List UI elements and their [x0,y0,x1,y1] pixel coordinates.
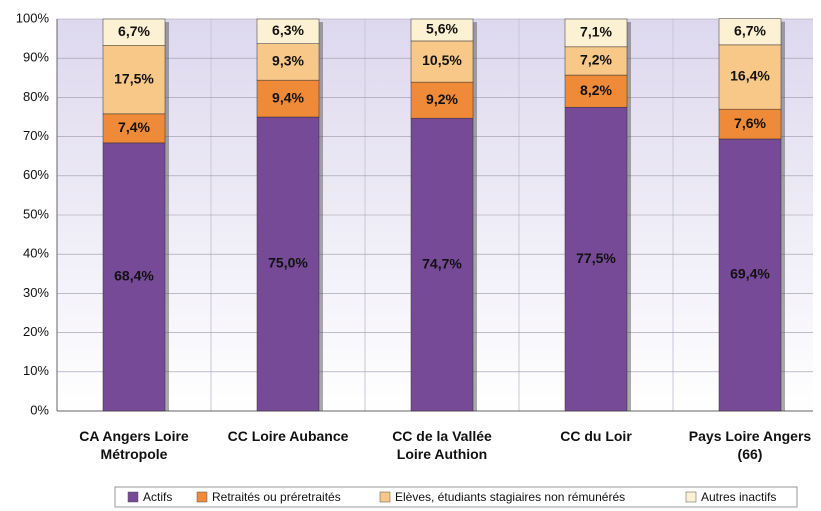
x-tick-label: CC Loire Aubance [228,428,349,444]
data-label: 6,7% [734,22,766,38]
bar-segment [102,142,166,412]
x-tick-label-line: CC de la Vallée [392,428,492,444]
legend-swatch [127,491,139,503]
bar-segment [256,79,320,118]
y-tick-label: 0% [30,402,49,417]
y-tick-label: 30% [23,285,49,300]
y-tick-label: 70% [23,128,49,143]
bar-segment [410,117,474,412]
legend-label: Autres inactifs [701,490,776,504]
data-label: 8,2% [580,82,612,98]
y-tick-label: 40% [23,246,49,261]
bar-segment [102,45,166,115]
bar-segment [718,44,782,110]
data-label: 9,2% [426,91,458,107]
bar-segment [410,40,474,83]
bar-segment [564,74,628,108]
data-label: 75,0% [268,255,308,271]
x-tick-label-line: CC du Loir [560,428,632,444]
bar-segment [256,18,320,44]
bar-segment [102,113,166,144]
data-label: 7,2% [580,52,612,68]
data-label: 7,6% [734,115,766,131]
legend-label: Elèves, étudiants stagiaires non rémunér… [395,490,625,504]
x-tick-label: CA Angers Loire Métropole [79,428,189,462]
bar-segment [564,18,628,48]
bar-segment [718,108,782,140]
x-tick-label: Pays Loire Angers (66) [689,428,812,462]
x-tick-label-line: (66) [738,446,763,462]
x-tick-label-line: Métropole [101,446,168,462]
data-label: 68,4% [114,268,154,284]
data-label: 9,3% [272,53,304,69]
legend-box [114,486,798,508]
x-tick-label-line: CC Loire Aubance [228,428,349,444]
bar-segment [564,106,628,412]
y-tick-label: 50% [23,206,49,221]
bar-segment [718,138,782,412]
data-label: 5,6% [426,21,458,37]
data-label: 10,5% [422,52,462,68]
legend-swatch [685,491,697,503]
data-label: 74,7% [422,255,462,271]
data-label: 17,5% [114,70,154,86]
y-tick-label: 100% [16,10,50,25]
legend-swatch [379,491,391,503]
y-tick-label: 80% [23,89,49,104]
data-label: 77,5% [576,250,616,266]
data-label: 9,4% [272,89,304,105]
y-tick-label: 90% [23,50,49,65]
data-label: 69,4% [730,266,770,282]
legend-label: Retraités ou préretraités [212,490,341,504]
data-label: 7,4% [118,119,150,135]
data-label: 6,3% [272,22,304,38]
x-tick-label: CC de la Vallée Loire Authion [392,428,492,462]
bar-segment [410,18,474,42]
data-label: 7,1% [580,24,612,40]
bar-segment [718,18,782,46]
legend-label: Actifs [143,490,172,504]
bar-segment [256,43,320,81]
bar-segment [410,81,474,119]
bar-segment [256,116,320,412]
x-tick-label-line: CA Angers Loire [79,428,189,444]
x-tick-label-line: Pays Loire Angers [689,428,812,444]
y-tick-label: 20% [23,324,49,339]
legend-swatch [196,491,208,503]
bar-segment [102,18,166,46]
bar-segment [564,46,628,76]
y-tick-label: 60% [23,167,49,182]
x-tick-label-line: Loire Authion [397,446,487,462]
x-tick-label: CC du Loir [560,428,632,444]
data-label: 16,4% [730,68,770,84]
data-label: 6,7% [118,23,150,39]
y-tick-label: 10% [23,363,49,378]
